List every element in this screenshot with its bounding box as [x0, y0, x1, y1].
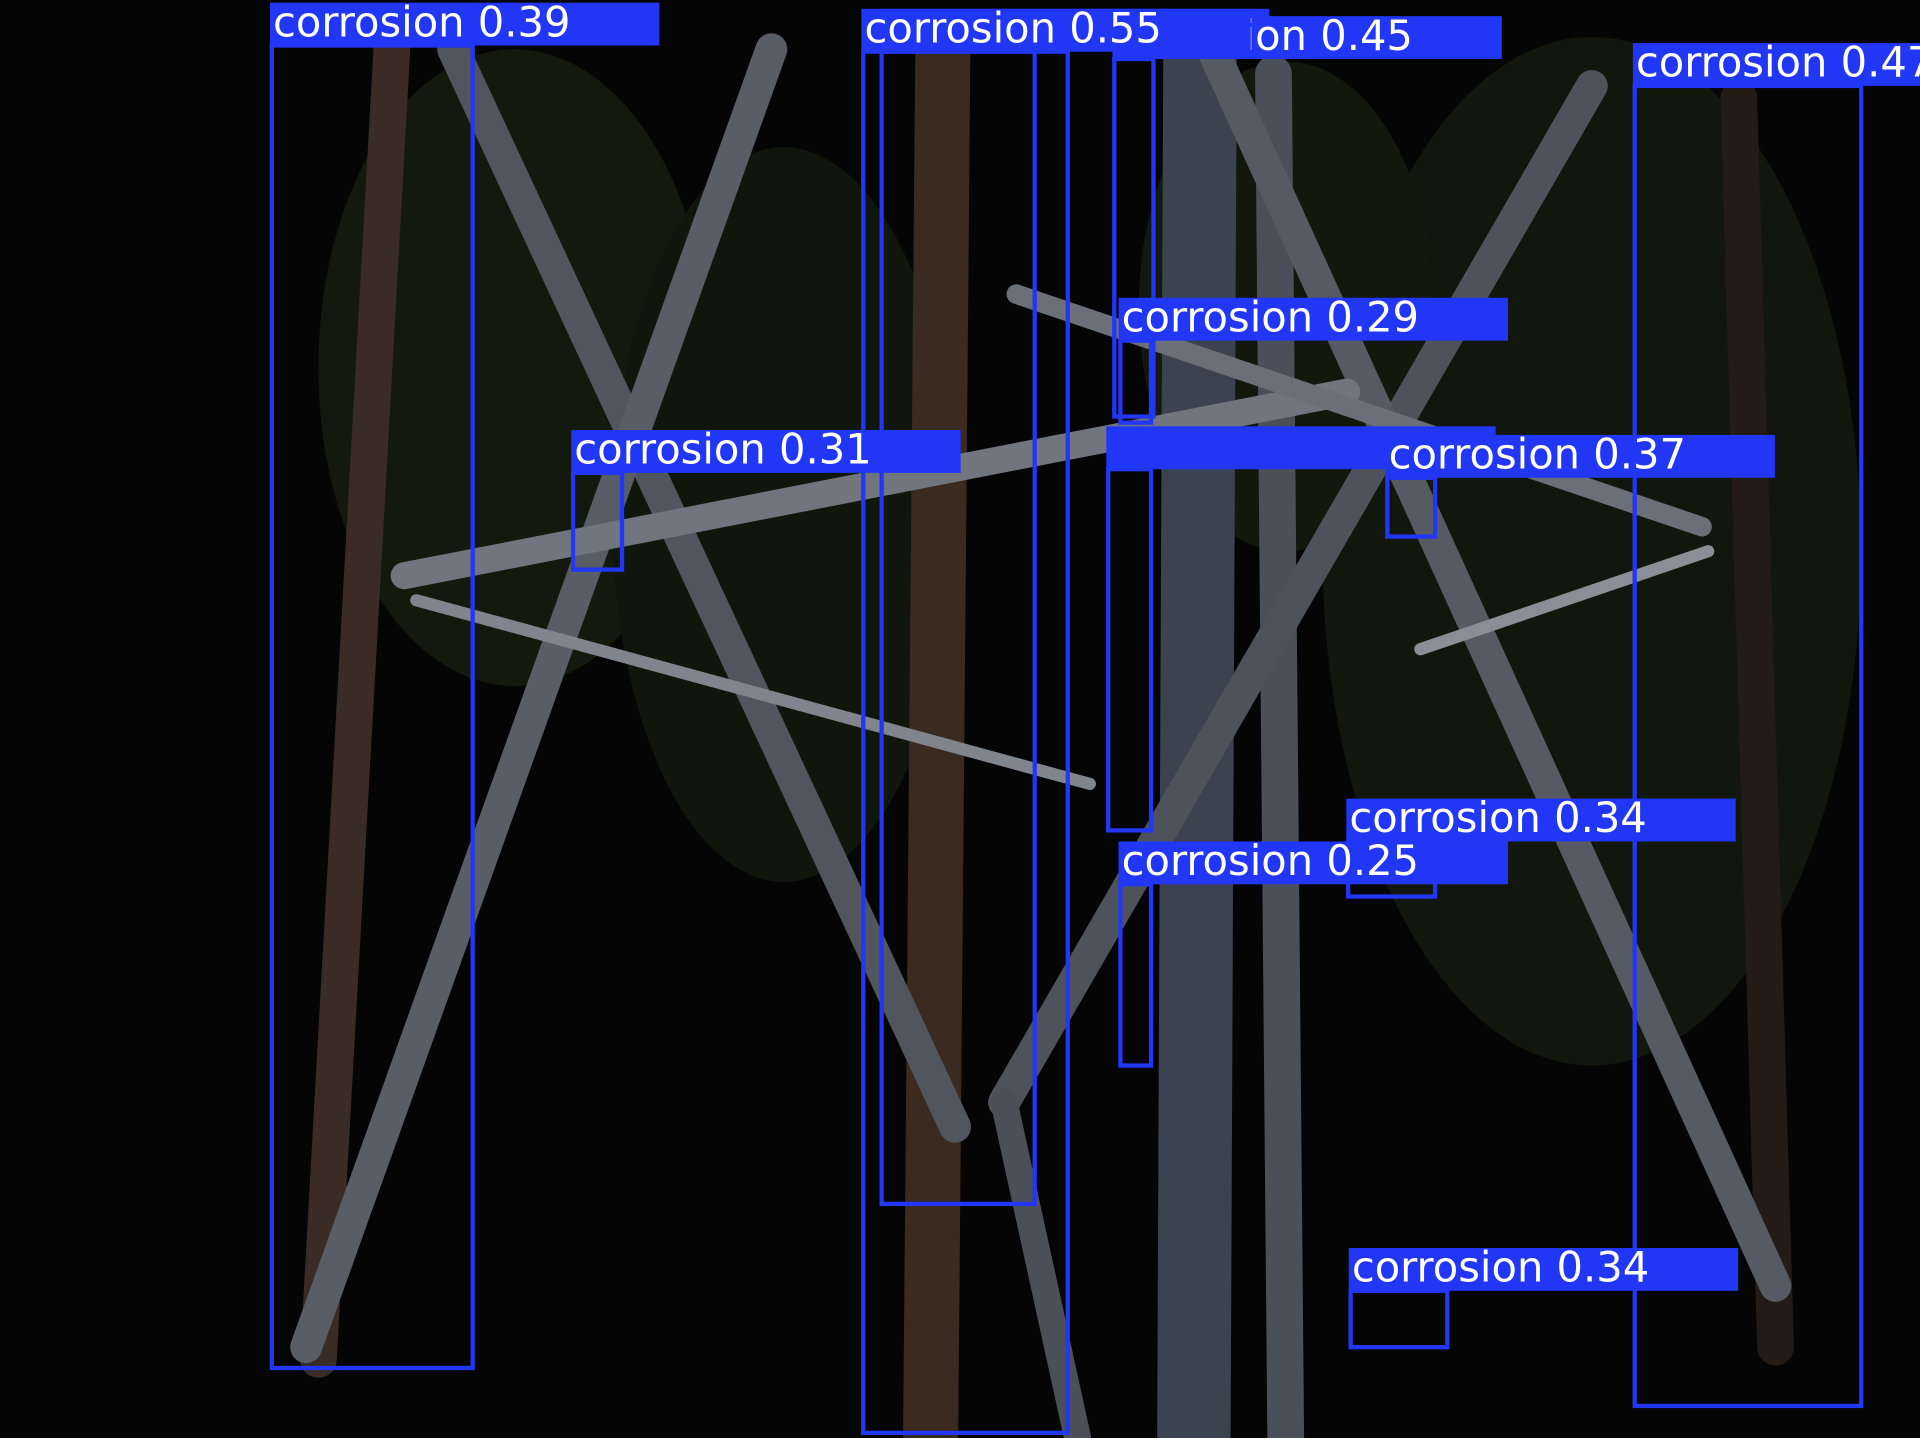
detection-label: corrosion 0.39: [273, 0, 570, 46]
detection-label: corrosion 0.55: [864, 3, 1161, 52]
label-background: [1118, 297, 1508, 341]
label-background: [270, 2, 660, 46]
label-background: [571, 430, 961, 473]
detection-label: corrosion 0.34: [1352, 1243, 1649, 1292]
detection-label: corrosion 0.34: [1349, 793, 1646, 842]
label-background: [1385, 434, 1775, 478]
detection-label: corrosion 0.29: [1122, 292, 1419, 341]
detection-label: corrosion 0.37: [1389, 430, 1686, 479]
label-background: [1346, 798, 1736, 842]
detection-label: corrosion 0.47: [1636, 38, 1920, 87]
label-background: [1118, 841, 1508, 885]
detection-label: corrosion 0.31: [574, 425, 871, 474]
label-background: [1348, 1247, 1739, 1291]
detection-label: corrosion 0.25: [1122, 836, 1419, 885]
label-background: [861, 8, 1251, 52]
label-background: [1632, 43, 1920, 86]
